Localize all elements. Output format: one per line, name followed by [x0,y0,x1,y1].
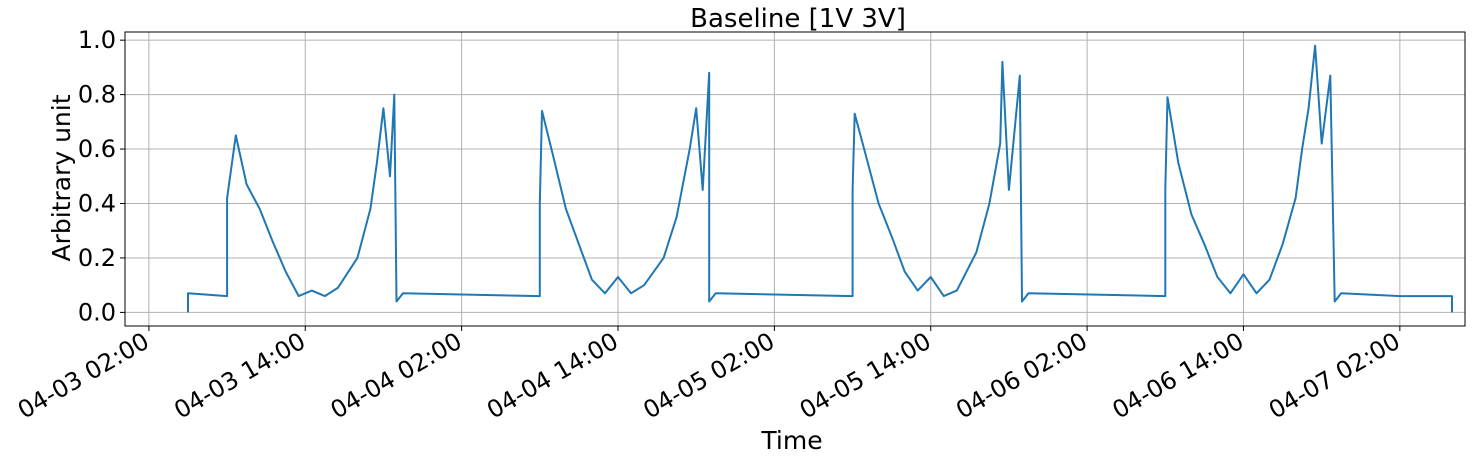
x-tick-label: 04-03 14:00 [169,327,310,425]
x-tick-label: 04-04 02:00 [326,327,467,425]
y-axis: 0.0 0.2 0.4 0.6 0.8 1.0 [78,26,125,326]
x-tick-label: 04-05 14:00 [795,327,936,425]
y-tick-label: 0.0 [78,298,116,326]
y-tick-label: 0.2 [78,244,116,272]
x-tick-label: 04-05 02:00 [638,327,779,425]
plot-frame [124,31,1466,327]
x-axis: 04-03 02:00 04-03 14:00 04-04 02:00 04-04 1… [13,326,1405,424]
x-tick-label: 04-06 14:00 [1108,327,1249,425]
chart-title: Baseline [1V 3V] [690,4,906,34]
grid [125,32,1465,326]
y-tick-label: 0.4 [78,190,116,218]
series-line [187,44,1453,313]
x-tick-label: 04-07 02:00 [1264,327,1405,425]
x-tick-label: 04-03 02:00 [13,327,154,425]
y-tick-label: 0.8 [78,81,116,109]
x-axis-label: Time [760,426,822,455]
y-axis-label: Arbitrary unit [47,94,76,261]
series-layer [187,44,1453,313]
y-tick-label: 0.6 [78,135,116,163]
y-tick-label: 1.0 [78,26,116,54]
x-tick-label: 04-04 14:00 [482,327,623,425]
x-tick-label: 04-06 02:00 [951,327,1092,425]
